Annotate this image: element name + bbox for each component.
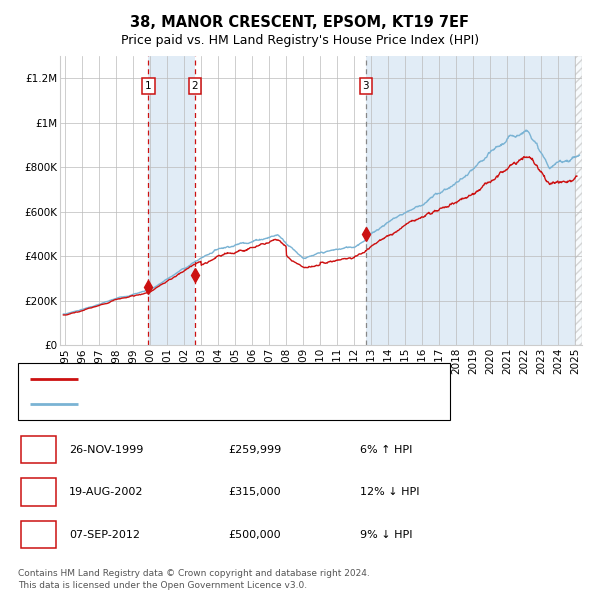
Bar xyxy=(21,521,56,548)
Bar xyxy=(21,436,56,463)
Text: 1: 1 xyxy=(35,445,42,454)
Text: 1: 1 xyxy=(145,81,152,91)
Bar xyxy=(18,363,450,420)
Text: £500,000: £500,000 xyxy=(228,530,281,539)
Text: 19-AUG-2002: 19-AUG-2002 xyxy=(69,487,143,497)
Text: 2: 2 xyxy=(35,487,42,497)
Text: 3: 3 xyxy=(35,530,42,539)
Text: Contains HM Land Registry data © Crown copyright and database right 2024.: Contains HM Land Registry data © Crown c… xyxy=(18,569,370,578)
Text: HPI: Average price, detached house, Epsom and Ewell: HPI: Average price, detached house, Epso… xyxy=(90,399,371,409)
Bar xyxy=(366,56,582,345)
Text: 3: 3 xyxy=(362,81,369,91)
Text: £259,999: £259,999 xyxy=(228,445,281,454)
Text: This data is licensed under the Open Government Licence v3.0.: This data is licensed under the Open Gov… xyxy=(18,581,307,590)
Bar xyxy=(21,478,56,506)
Text: 12% ↓ HPI: 12% ↓ HPI xyxy=(360,487,419,497)
Bar xyxy=(148,56,195,345)
Text: Price paid vs. HM Land Registry's House Price Index (HPI): Price paid vs. HM Land Registry's House … xyxy=(121,34,479,47)
Text: 26-NOV-1999: 26-NOV-1999 xyxy=(69,445,143,454)
Text: 38, MANOR CRESCENT, EPSOM, KT19 7EF: 38, MANOR CRESCENT, EPSOM, KT19 7EF xyxy=(131,15,470,30)
Text: 07-SEP-2012: 07-SEP-2012 xyxy=(69,530,140,539)
Text: £315,000: £315,000 xyxy=(228,487,281,497)
Text: 2: 2 xyxy=(191,81,198,91)
Text: 38, MANOR CRESCENT, EPSOM, KT19 7EF (detached house): 38, MANOR CRESCENT, EPSOM, KT19 7EF (det… xyxy=(90,374,400,384)
Text: 6% ↑ HPI: 6% ↑ HPI xyxy=(360,445,412,454)
Text: 9% ↓ HPI: 9% ↓ HPI xyxy=(360,530,413,539)
